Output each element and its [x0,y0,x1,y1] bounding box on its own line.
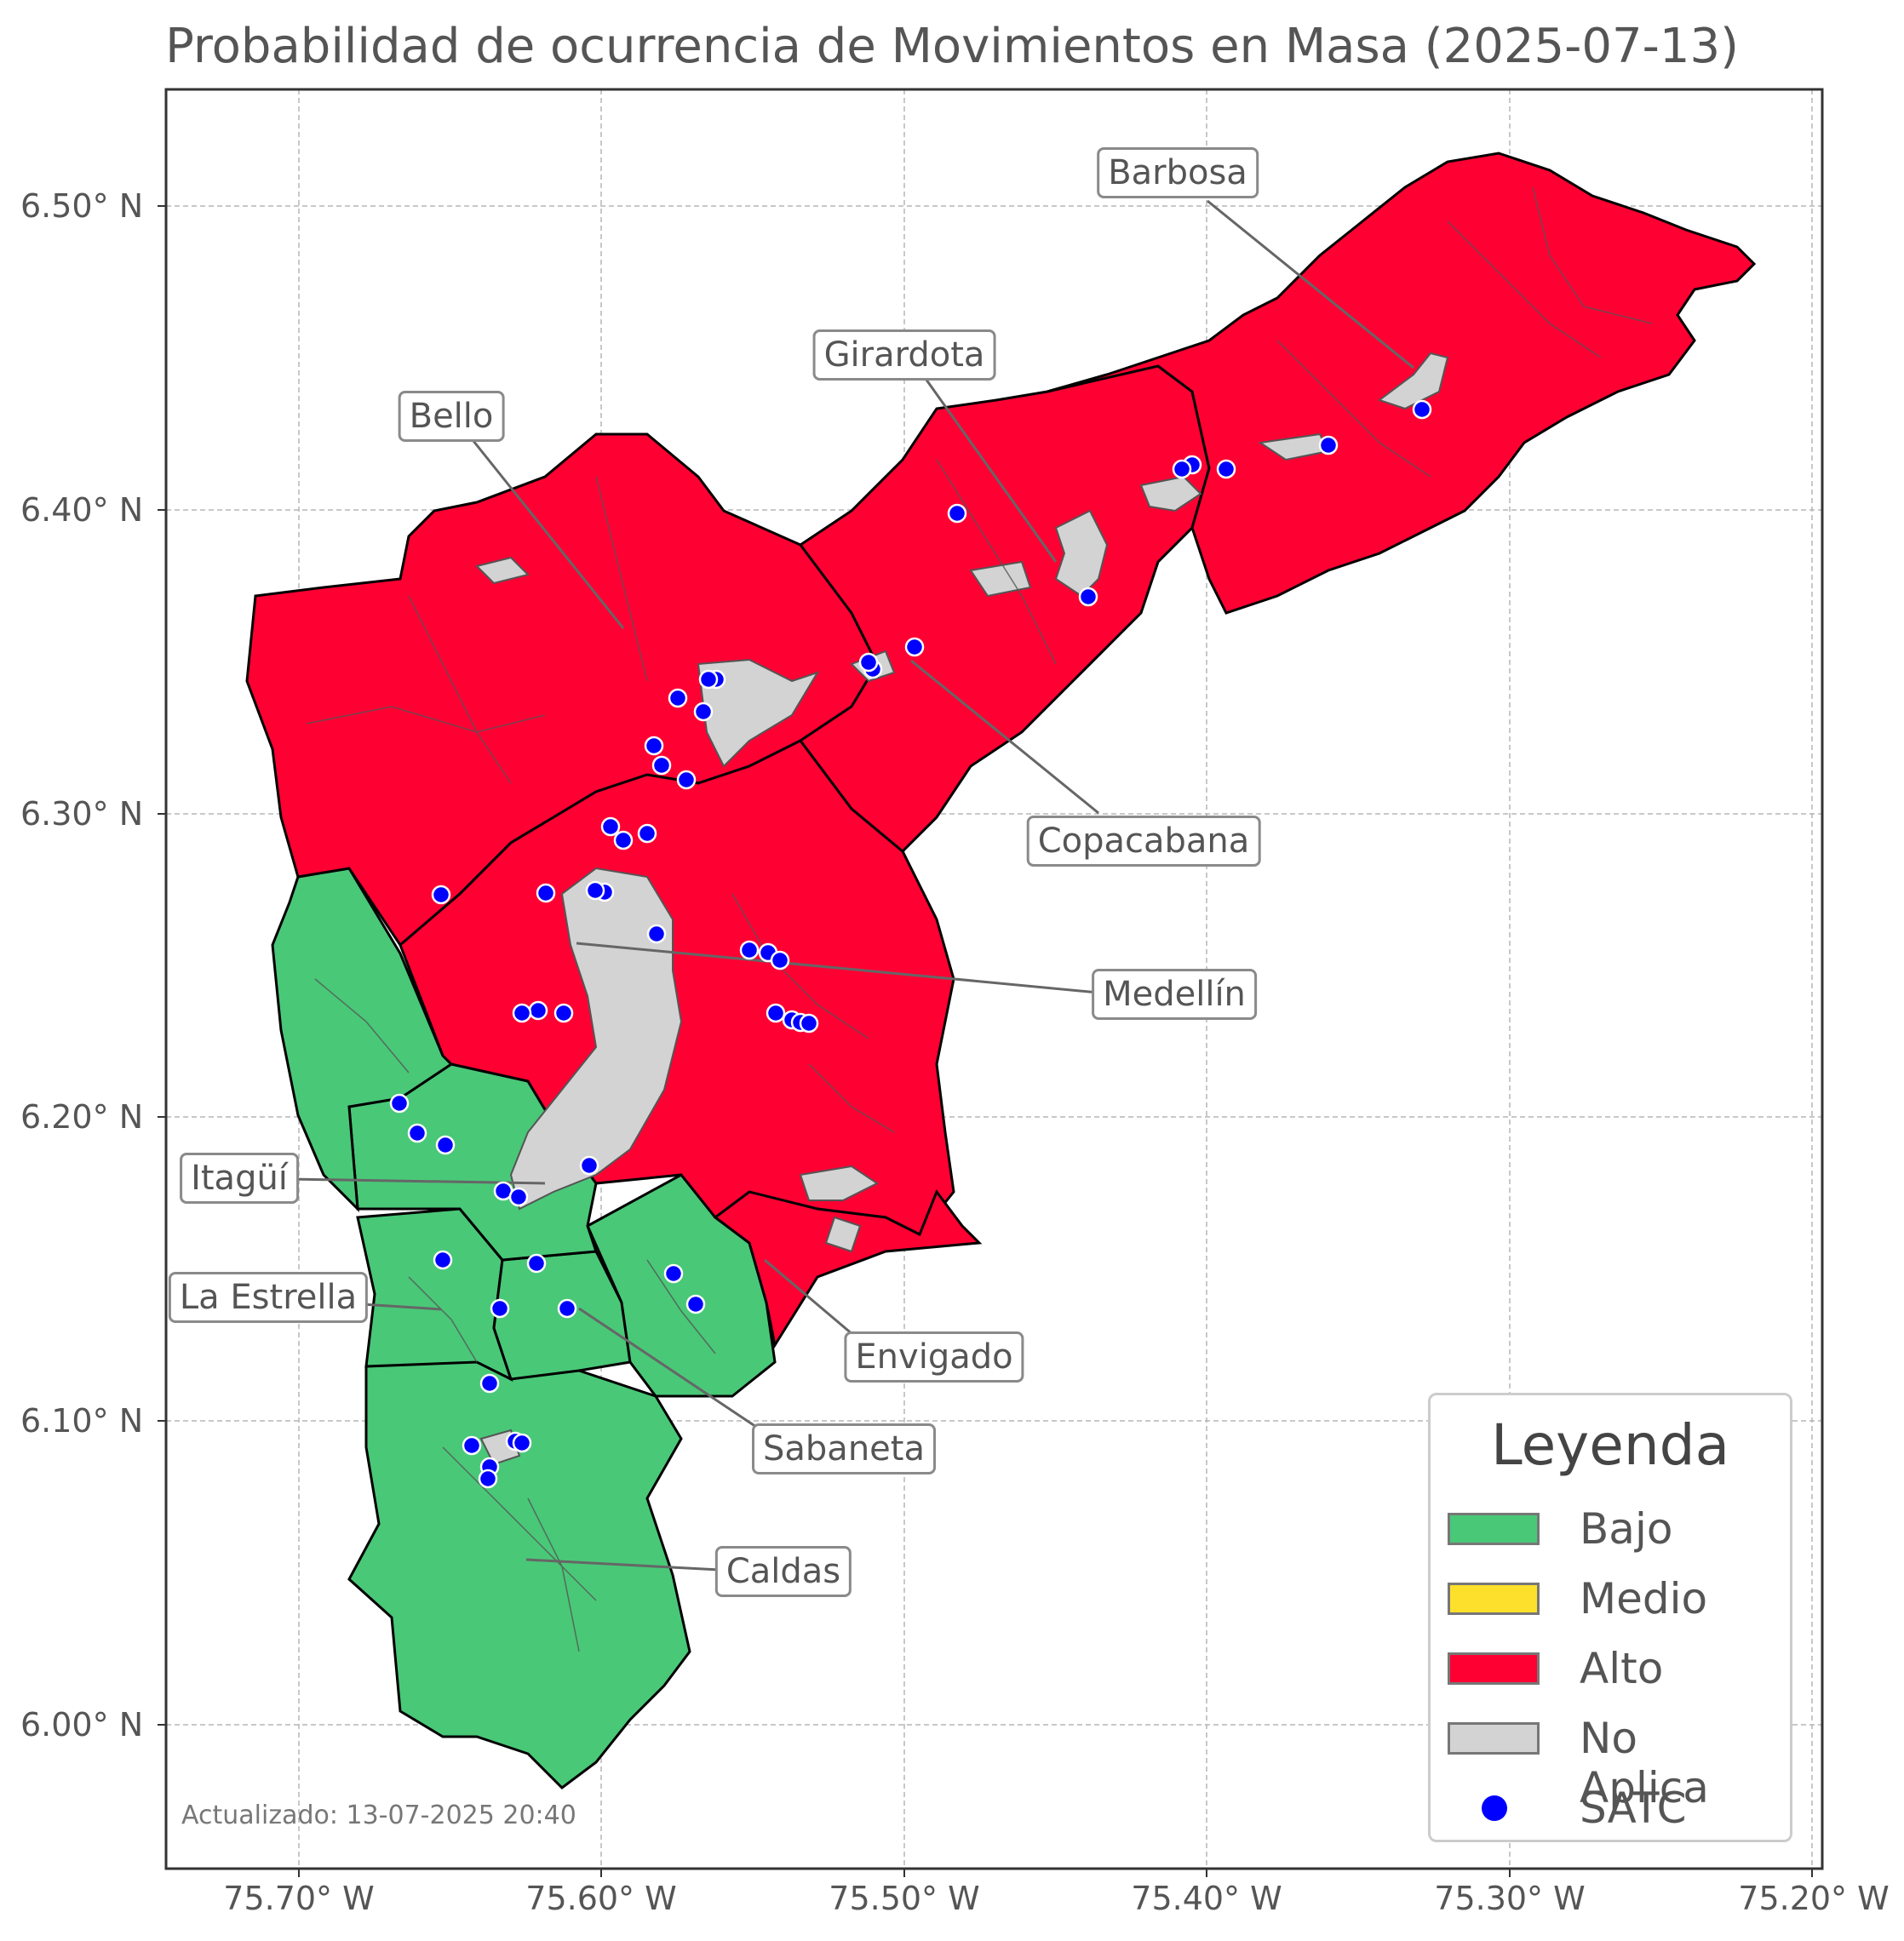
satc-station-marker [663,1263,684,1284]
updated-timestamp: Actualizado: 13-07-2025 20:40 [181,1801,576,1830]
satc-station-marker [600,816,621,837]
satc-station-marker [613,830,634,850]
callout-bello: Bello [398,391,505,442]
satc-station-marker [1216,459,1236,479]
satc-station-marker [553,1003,574,1023]
satc-station-marker [579,1155,599,1176]
satc-station-marker [528,1000,548,1021]
no-aplica-zones [475,352,1449,1466]
satc-station-marker [557,1298,577,1319]
satc-station-marker [637,823,657,844]
satc-station-marker [676,770,697,790]
satc-station-marker [462,1435,482,1456]
satc-station-marker [766,1003,786,1023]
satc-station-marker [512,1433,532,1453]
callout-sabaneta: Sabaneta [752,1423,936,1474]
satc-station-marker [407,1123,427,1143]
lat-tick-label: 6.10° N [20,1402,144,1440]
callout-caldas: Caldas [714,1546,852,1597]
lon-tick-label: 75.20° W [1738,1880,1890,1917]
callout-girardota: Girardota [812,329,996,381]
region-west-green [271,867,454,1212]
subdivision-lines [306,186,1653,1652]
lat-tick-label: 6.00° N [20,1706,144,1743]
satc-station-marker [585,880,605,901]
legend-swatch [1448,1583,1540,1615]
callout-la-estrella: La Estrella [168,1272,369,1323]
satc-station-marker [508,1187,529,1207]
lon-tick-label: 75.30° W [1434,1880,1586,1917]
satc-station-marker [1318,435,1339,455]
satc-station-marker [512,1003,532,1023]
satc-station-marker [651,755,672,776]
satc-station-marker [435,1135,456,1155]
satc-station-marker [770,950,790,970]
satc-station-marker [685,1294,706,1314]
map-title: Probabilidad de ocurrencia de Movimiento… [165,19,1739,74]
satc-station-marker [490,1298,510,1319]
legend-swatch [1448,1652,1540,1685]
legend: Leyenda Bajo Medio Alto No Aplica SATC [1428,1393,1792,1842]
callout-medellin: Medellín [1092,969,1257,1020]
legend-label: No Aplica [1580,1714,1709,1812]
satc-station-marker [1078,587,1098,607]
lon-tick-label: 75.60° W [525,1880,677,1917]
satc-station-marker [389,1093,410,1114]
satc-station-marker [478,1469,498,1489]
tick-marks [158,205,1813,1877]
satc-stations [389,399,1432,1489]
legend-item-bajo: Bajo [1448,1504,1780,1554]
legend-swatch [1448,1722,1540,1755]
legend-label: Alto [1580,1644,1664,1693]
callout-itagui: Itagüí [180,1153,299,1204]
region-caldas [347,1356,691,1789]
satc-station-marker [693,701,714,722]
legend-item-medio: Medio [1448,1574,1780,1623]
legend-title: Leyenda [1490,1412,1730,1478]
region-barbosa [1047,152,1757,615]
lon-tick-label: 75.70° W [223,1880,375,1917]
legend-label: SATC [1580,1784,1687,1833]
legend-item-no-aplica: No Aplica [1448,1714,1780,1812]
callout-barbosa: Barbosa [1097,147,1259,198]
satc-station-marker [431,885,451,905]
callout-copacabana: Copacabana [1026,816,1261,867]
satc-station-marker [947,503,967,524]
satc-station-marker [536,883,556,903]
legend-label: Medio [1580,1574,1708,1623]
legend-satc-dot [1482,1795,1507,1821]
region-copacabana-girardota [798,364,1211,854]
region-envigado [713,1188,983,1348]
satc-station-marker [904,637,925,657]
lon-tick-label: 75.40° W [1131,1880,1282,1917]
satc-station-marker [668,688,688,708]
satc-station-marker [644,736,664,756]
satc-station-marker [799,1013,819,1033]
satc-station-marker [1172,459,1192,479]
lat-tick-label: 6.40° N [20,491,144,529]
callout-arrows [289,199,1414,1572]
satc-station-marker [479,1373,500,1394]
satc-station-marker [646,924,667,944]
satc-station-marker [1412,399,1432,420]
legend-label: Bajo [1580,1504,1673,1554]
satc-station-marker [433,1250,453,1270]
lat-tick-label: 6.30° N [20,795,144,833]
satc-station-marker [858,652,879,673]
lon-tick-label: 75.50° W [829,1880,980,1917]
satc-station-marker [739,940,760,960]
legend-item-satc: SATC [1448,1784,1780,1833]
legend-swatch [1448,1513,1540,1545]
legend-item-alto: Alto [1448,1644,1780,1693]
callout-envigado: Envigado [844,1331,1024,1383]
satc-station-marker [698,669,719,690]
lat-tick-label: 6.50° N [20,187,144,225]
lat-tick-label: 6.20° N [20,1098,144,1136]
axes-frame [164,88,1824,1870]
satc-station-marker [526,1253,547,1274]
